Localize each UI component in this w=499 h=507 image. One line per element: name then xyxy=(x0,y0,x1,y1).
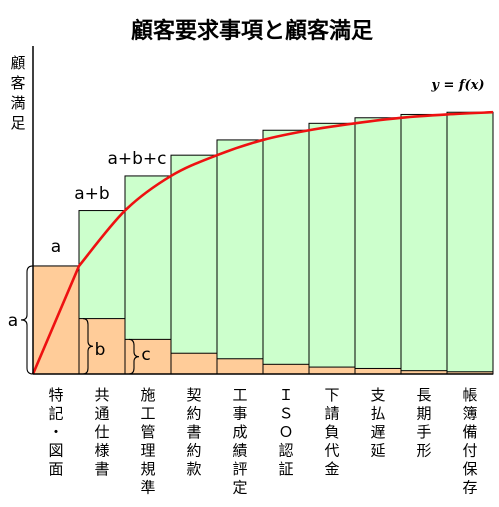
y-axis-label: 顧客満足 xyxy=(10,54,25,132)
annotation-5: c xyxy=(141,345,150,365)
brace-1 xyxy=(82,318,94,375)
category-label-3: 契約書約款 xyxy=(186,386,201,478)
cumulative-curve xyxy=(31,110,494,375)
category-label-1: 共通仕様書 xyxy=(94,386,109,478)
category-label-9: 帳簿備付保存 xyxy=(462,386,477,497)
curve-label: y = f(x) xyxy=(430,78,484,93)
annotation-2: a+b+c xyxy=(107,149,166,169)
brace-2 xyxy=(128,338,140,375)
annotations-layer: a a+b a+b+c a b c xyxy=(8,149,167,375)
annotation-4: b xyxy=(95,340,106,360)
category-label-4: 工事成績評定 xyxy=(232,386,247,497)
category-label-7: 支払遅延 xyxy=(370,386,385,460)
bar-cumulative-4 xyxy=(216,139,264,375)
bar-cumulative-3 xyxy=(170,154,218,375)
category-label-5: ＩＳＯ認証 xyxy=(278,386,293,478)
category-label-0: 特記・図面 xyxy=(48,386,63,478)
category-label-8: 長期手形 xyxy=(416,386,431,460)
bar-cumulative-8 xyxy=(400,113,448,375)
bar-cumulative-7 xyxy=(354,117,402,375)
category-label-2: 施工管理規準 xyxy=(140,386,155,497)
annotation-1: a+b xyxy=(74,184,109,204)
chart-title: 顧客要求事項と顧客満足 xyxy=(131,18,373,44)
bar-cumulative-9 xyxy=(446,111,494,375)
annotation-3: a xyxy=(8,311,18,331)
bar-cumulative-5 xyxy=(262,129,310,375)
axes-layer xyxy=(32,46,493,375)
bar-increment-3 xyxy=(170,352,218,375)
bar-increment-4 xyxy=(216,358,264,375)
bar-increment-7 xyxy=(354,367,402,375)
bar-increment-2 xyxy=(124,338,172,375)
annotation-0: a xyxy=(51,237,61,257)
bar-cumulative-6 xyxy=(308,122,356,375)
curve-layer xyxy=(31,110,494,375)
bars-layer xyxy=(32,111,494,375)
bar-increment-6 xyxy=(308,366,356,375)
brace-0 xyxy=(20,265,34,375)
category-labels: 特記・図面 共通仕様書 施工管理規準 契約書約款 工事成績評定 ＩＳＯ認証 下請負代金 支払遅… xyxy=(48,386,477,497)
bar-increment-5 xyxy=(262,363,310,375)
category-label-6: 下請負代金 xyxy=(324,386,339,478)
